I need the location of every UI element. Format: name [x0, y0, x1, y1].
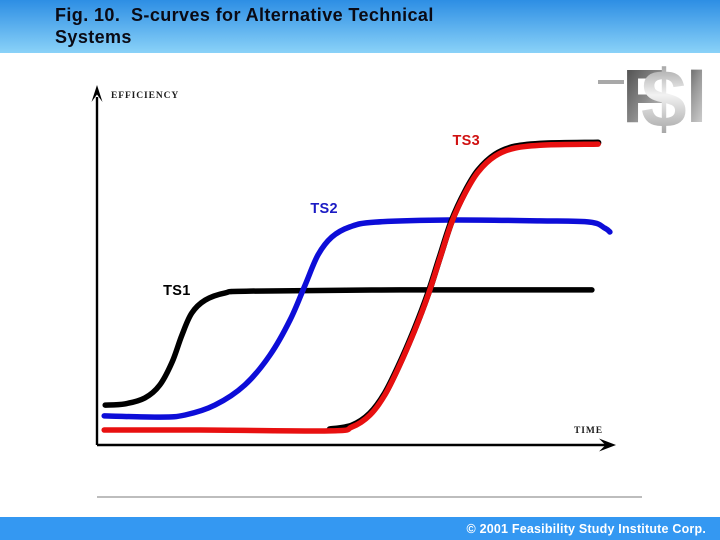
- curve-ts3: [101, 141, 601, 434]
- curves-group: [101, 139, 613, 434]
- footer-bar: © 2001 Feasibility Study Institute Corp.: [0, 517, 720, 540]
- fsi-logo-icon: F I $: [622, 54, 707, 145]
- logo-dollar-sign: $: [641, 56, 687, 134]
- logo-letter-i: I: [686, 56, 707, 134]
- series-label-ts3: TS3: [452, 132, 480, 149]
- series-label-ts1: TS1: [163, 283, 191, 300]
- copyright-text: © 2001 Feasibility Study Institute Corp.: [466, 521, 706, 536]
- curve-ts2: [101, 217, 613, 420]
- series-label-ts2: TS2: [310, 200, 338, 217]
- x-axis-arrow-icon: [599, 438, 616, 452]
- logo-dash: [598, 80, 624, 84]
- slide-title-line1: Fig. 10. S-curves for Alternative Techni…: [55, 5, 434, 25]
- fsi-logo: F I $: [622, 54, 714, 145]
- logo-letter-f: F: [622, 56, 668, 134]
- curve-edge-ts3: [326, 139, 602, 433]
- y-axis-arrow-icon: [91, 85, 103, 102]
- footer-separator-line: [97, 496, 642, 498]
- slide-title: Fig. 10. S-curves for Alternative Techni…: [55, 5, 434, 48]
- title-bar: Fig. 10. S-curves for Alternative Techni…: [0, 0, 720, 53]
- slide-title-line2: Systems: [55, 26, 132, 47]
- y-axis-label: EFFICIENCY: [111, 91, 180, 101]
- x-axis-label: TIME: [574, 426, 603, 436]
- curve-ts1: [102, 287, 595, 408]
